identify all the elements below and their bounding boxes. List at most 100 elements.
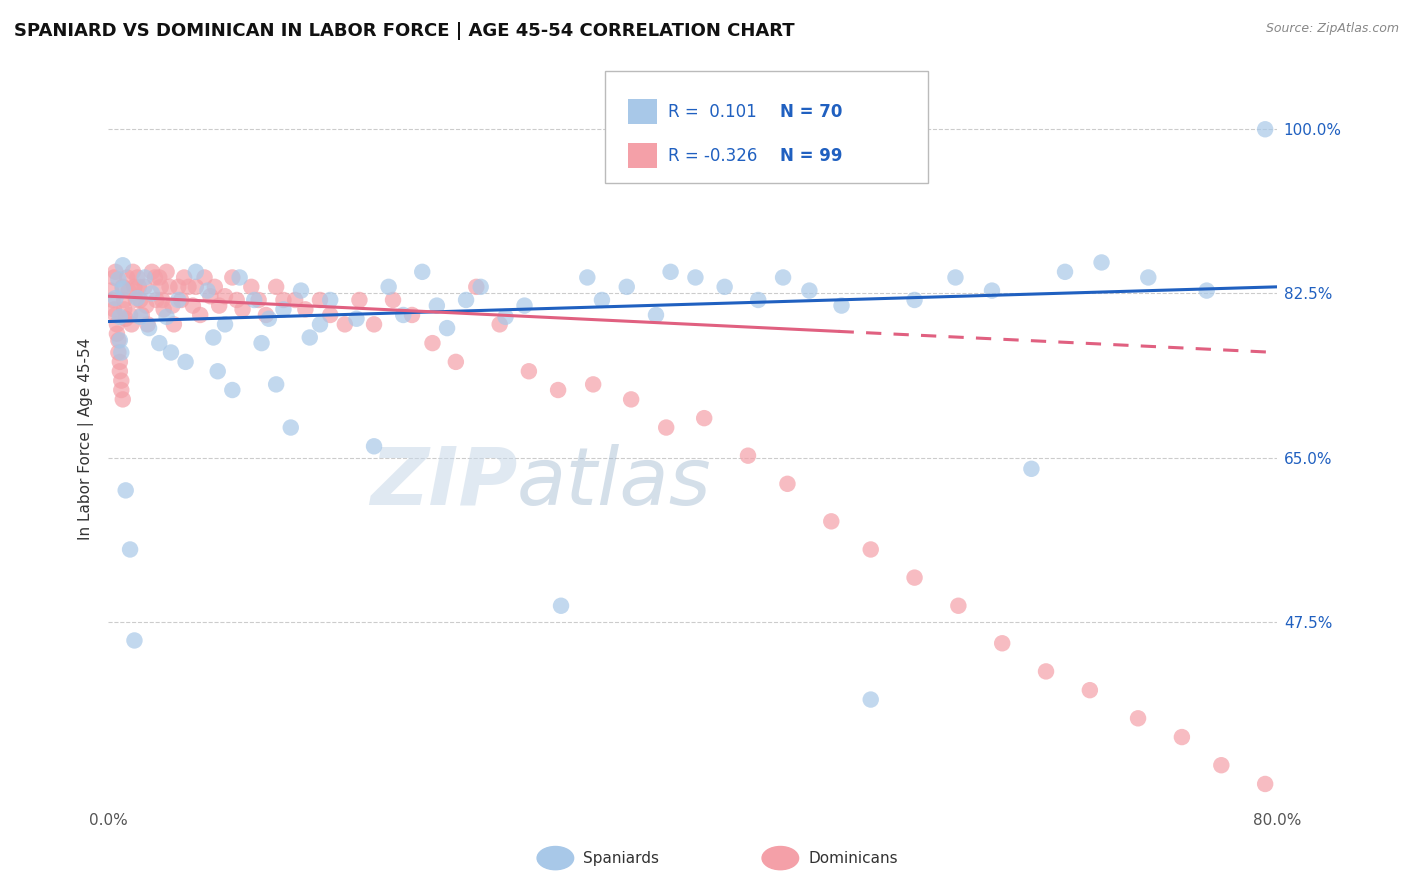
- Point: [110, 383, 132, 397]
- Point: [111, 280, 134, 294]
- Point: [136, 318, 159, 332]
- Point: [550, 599, 572, 613]
- Point: [134, 280, 156, 294]
- Point: [225, 293, 247, 307]
- Point: [108, 334, 131, 348]
- Point: [1078, 683, 1101, 698]
- Point: [411, 265, 433, 279]
- Point: [177, 280, 200, 294]
- Point: [138, 321, 160, 335]
- Point: [576, 270, 599, 285]
- Point: [309, 293, 332, 307]
- Point: [776, 476, 799, 491]
- Point: [903, 571, 925, 585]
- Point: [108, 310, 131, 324]
- Point: [945, 270, 967, 285]
- Point: [713, 280, 735, 294]
- Point: [799, 284, 821, 298]
- Point: [1254, 122, 1277, 136]
- Point: [319, 308, 342, 322]
- Point: [280, 420, 302, 434]
- Point: [517, 364, 540, 378]
- Point: [194, 270, 217, 285]
- Point: [1090, 255, 1112, 269]
- Point: [392, 308, 415, 322]
- Point: [290, 284, 312, 298]
- Point: [214, 289, 236, 303]
- Text: atlas: atlas: [517, 443, 711, 522]
- Point: [401, 308, 423, 322]
- Point: [298, 330, 321, 344]
- Point: [141, 265, 163, 279]
- Point: [221, 383, 243, 397]
- Point: [659, 265, 682, 279]
- Text: Dominicans: Dominicans: [808, 851, 898, 865]
- Point: [859, 692, 882, 706]
- Point: [108, 364, 131, 378]
- Point: [346, 311, 368, 326]
- Point: [150, 293, 173, 307]
- Point: [111, 392, 134, 407]
- Point: [228, 270, 250, 285]
- Point: [363, 318, 385, 332]
- Point: [1292, 799, 1315, 814]
- Point: [363, 439, 385, 453]
- Point: [104, 308, 127, 322]
- Point: [108, 355, 131, 369]
- Point: [1137, 270, 1160, 285]
- Point: [110, 374, 132, 388]
- Point: [162, 299, 184, 313]
- Point: [115, 270, 138, 285]
- Point: [772, 270, 794, 285]
- Point: [163, 318, 186, 332]
- Point: [582, 377, 605, 392]
- Point: [240, 280, 263, 294]
- Point: [1365, 852, 1388, 866]
- Point: [117, 284, 139, 298]
- Point: [170, 293, 193, 307]
- Point: [184, 280, 207, 294]
- Point: [197, 284, 219, 298]
- Point: [221, 270, 243, 285]
- Point: [103, 302, 125, 317]
- Point: [188, 308, 211, 322]
- Point: [264, 377, 287, 392]
- Point: [382, 293, 405, 307]
- Point: [110, 345, 132, 359]
- Point: [167, 280, 190, 294]
- Point: [1053, 265, 1076, 279]
- Point: [181, 299, 204, 313]
- Point: [111, 282, 134, 296]
- Point: [202, 330, 225, 344]
- Point: [859, 542, 882, 557]
- Point: [547, 383, 569, 397]
- Point: [831, 299, 853, 313]
- Point: [127, 291, 149, 305]
- Point: [991, 636, 1014, 650]
- Point: [105, 326, 128, 341]
- Point: [737, 449, 759, 463]
- Point: [122, 265, 145, 279]
- Point: [1211, 758, 1233, 772]
- Point: [104, 265, 127, 279]
- Point: [127, 270, 149, 285]
- Point: [148, 336, 170, 351]
- Point: [319, 293, 342, 307]
- Point: [264, 280, 287, 294]
- Point: [948, 599, 970, 613]
- Point: [247, 293, 270, 307]
- Point: [444, 355, 467, 369]
- Point: [243, 293, 266, 307]
- Point: [173, 270, 195, 285]
- Text: R =  0.101: R = 0.101: [668, 103, 756, 120]
- Point: [693, 411, 716, 425]
- Point: [284, 293, 307, 307]
- Point: [167, 293, 190, 307]
- Point: [513, 299, 536, 313]
- Y-axis label: In Labor Force | Age 45-54: In Labor Force | Age 45-54: [79, 338, 94, 540]
- Text: R = -0.326: R = -0.326: [668, 147, 758, 165]
- Point: [124, 280, 146, 294]
- Point: [1171, 730, 1194, 744]
- Point: [620, 392, 643, 407]
- Point: [120, 308, 142, 322]
